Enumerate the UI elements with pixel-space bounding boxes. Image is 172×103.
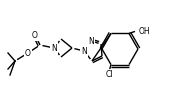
Text: Cl: Cl [105, 70, 113, 79]
Text: O: O [32, 30, 38, 39]
Text: O: O [25, 49, 31, 57]
Text: N: N [51, 43, 57, 53]
Text: OH: OH [139, 27, 151, 36]
Text: N: N [81, 46, 87, 56]
Text: N: N [88, 36, 94, 46]
